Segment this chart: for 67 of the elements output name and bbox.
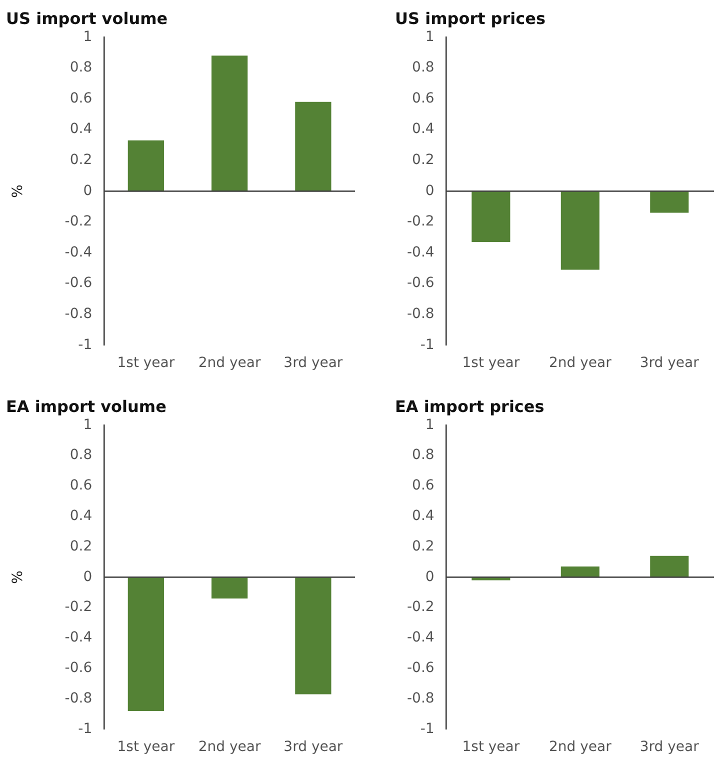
- y-tick-label: -0.2: [64, 599, 92, 616]
- bar: [295, 102, 332, 192]
- y-tick-label: 1: [83, 416, 92, 433]
- x-tick-label: 3rd year: [640, 355, 700, 372]
- y-tick-label: 0.8: [70, 60, 92, 76]
- y-tick-label: 0.6: [70, 478, 92, 494]
- x-tick-label: 1st year: [117, 739, 175, 756]
- y-tick-label: 0.2: [412, 538, 434, 554]
- x-tick-label: 3rd year: [640, 739, 700, 756]
- y-axis-title: %: [10, 570, 26, 584]
- y-tick-label: -0.6: [406, 660, 434, 676]
- y-tick-label: 0.6: [412, 90, 434, 106]
- y-axis-title: %: [10, 184, 26, 198]
- y-tick-label: -1: [78, 336, 92, 353]
- x-tick-label: 2nd year: [198, 355, 261, 372]
- y-tick-label: -1: [420, 336, 434, 353]
- y-tick-label: -0.6: [64, 660, 92, 676]
- y-tick-label: 0.6: [412, 478, 434, 494]
- y-tick-label: -0.8: [64, 690, 92, 706]
- y-tick-label: 0: [425, 182, 434, 199]
- y-tick-label: 0: [83, 568, 92, 585]
- y-tick-label: -1: [78, 720, 92, 737]
- y-tick-label: -0.2: [406, 599, 434, 616]
- y-tick-label: 0.8: [412, 60, 434, 76]
- x-tick-label: 3rd year: [284, 739, 343, 756]
- y-tick-label: 0.2: [70, 152, 92, 168]
- bar: [128, 140, 164, 192]
- y-tick-label: -0.4: [406, 244, 434, 260]
- y-tick-label: 0.8: [70, 447, 92, 464]
- y-tick-label: 0.2: [412, 152, 434, 168]
- y-tick-label: -0.8: [406, 306, 434, 322]
- y-tick-label: 0.8: [412, 447, 434, 464]
- x-tick-label: 2nd year: [548, 739, 612, 756]
- y-tick-label: -0.4: [64, 630, 92, 646]
- y-tick-label: 0: [83, 182, 92, 199]
- y-tick-label: 0.4: [412, 508, 434, 524]
- y-tick-label: -0.2: [64, 214, 92, 230]
- chart-title: EA import volume: [6, 396, 167, 416]
- y-tick-label: 0.4: [70, 121, 92, 138]
- bar: [211, 56, 248, 192]
- y-tick-label: -0.2: [406, 214, 434, 230]
- y-tick-label: 1: [83, 28, 92, 45]
- x-tick-label: 3rd year: [284, 355, 343, 372]
- y-tick-label: 0.4: [70, 508, 92, 524]
- chart-title: US import prices: [395, 8, 546, 28]
- x-tick-label: 1st year: [117, 355, 175, 372]
- x-tick-label: 1st year: [462, 739, 520, 756]
- y-tick-label: 1: [425, 416, 434, 433]
- x-tick-label: 2nd year: [548, 355, 612, 372]
- y-tick-label: -0.8: [64, 306, 92, 322]
- y-tick-label: -1: [420, 720, 434, 737]
- y-tick-label: -0.6: [64, 275, 92, 292]
- y-tick-label: 0: [425, 568, 434, 585]
- y-tick-label: -0.8: [406, 690, 434, 706]
- chart-title: US import volume: [6, 8, 168, 28]
- x-tick-label: 1st year: [462, 355, 520, 372]
- bar: [650, 556, 689, 578]
- y-tick-label: 1: [425, 28, 434, 45]
- y-tick-label: 0.4: [412, 121, 434, 138]
- chart-title: EA import prices: [395, 396, 544, 416]
- x-tick-label: 2nd year: [198, 739, 261, 756]
- y-tick-label: -0.6: [406, 275, 434, 292]
- y-tick-label: 0.6: [70, 90, 92, 106]
- y-tick-label: -0.4: [64, 244, 92, 260]
- y-tick-label: -0.4: [406, 630, 434, 646]
- bar: [560, 566, 600, 578]
- y-tick-label: 0.2: [70, 538, 92, 554]
